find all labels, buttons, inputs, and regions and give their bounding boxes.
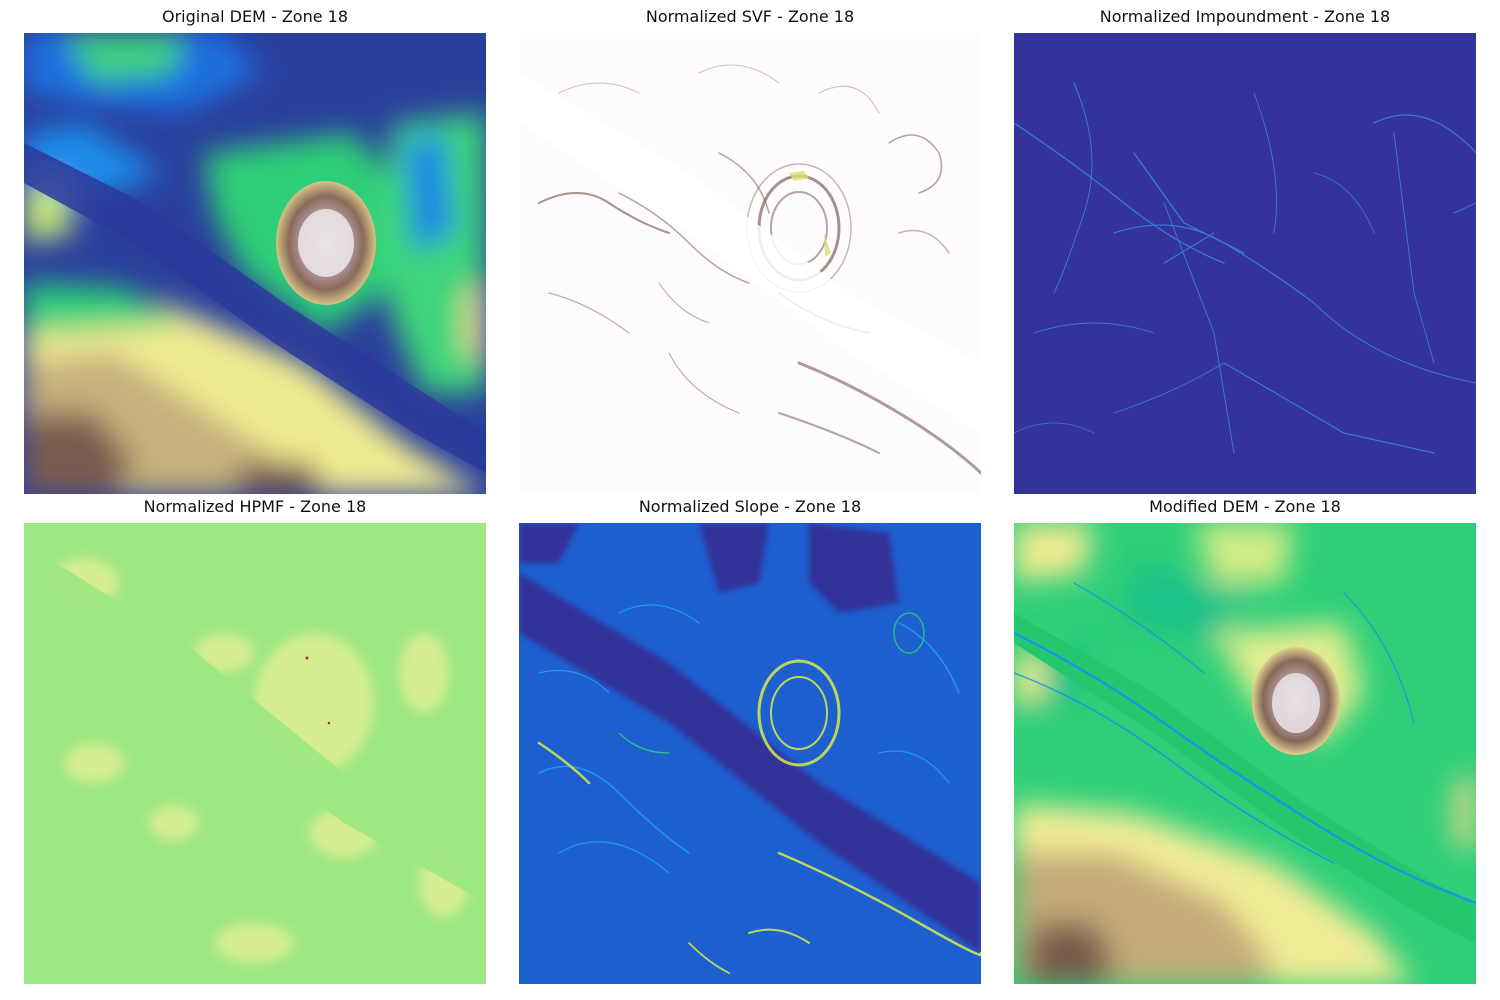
modified-dem-image bbox=[1014, 523, 1476, 984]
original-dem-image bbox=[24, 33, 486, 494]
panel-title: Normalized Slope - Zone 18 bbox=[638, 497, 862, 516]
normalized-slope-image bbox=[519, 523, 981, 984]
panel-title: Modified DEM - Zone 18 bbox=[1149, 497, 1341, 516]
panel-title: Normalized SVF - Zone 18 bbox=[645, 7, 855, 26]
panel-normalized-svf: Normalized SVF - Zone 18 bbox=[519, 7, 981, 494]
panel-title: Original DEM - Zone 18 bbox=[161, 7, 349, 26]
normalized-impoundment-image bbox=[1014, 33, 1476, 494]
panel-title: Normalized HPMF - Zone 18 bbox=[143, 497, 367, 516]
panel-normalized-slope: Normalized Slope - Zone 18 bbox=[519, 497, 981, 984]
panel-normalized-impoundment: Normalized Impoundment - Zone 18 bbox=[1014, 7, 1476, 494]
panel-original-dem: Original DEM - Zone 18 bbox=[24, 7, 486, 494]
panel-modified-dem: Modified DEM - Zone 18 bbox=[1014, 497, 1476, 984]
normalized-hpmf-image bbox=[24, 523, 486, 984]
panel-title: Normalized Impoundment - Zone 18 bbox=[1099, 7, 1391, 26]
panel-normalized-hpmf: Normalized HPMF - Zone 18 bbox=[24, 497, 486, 984]
normalized-svf-image bbox=[519, 33, 981, 494]
